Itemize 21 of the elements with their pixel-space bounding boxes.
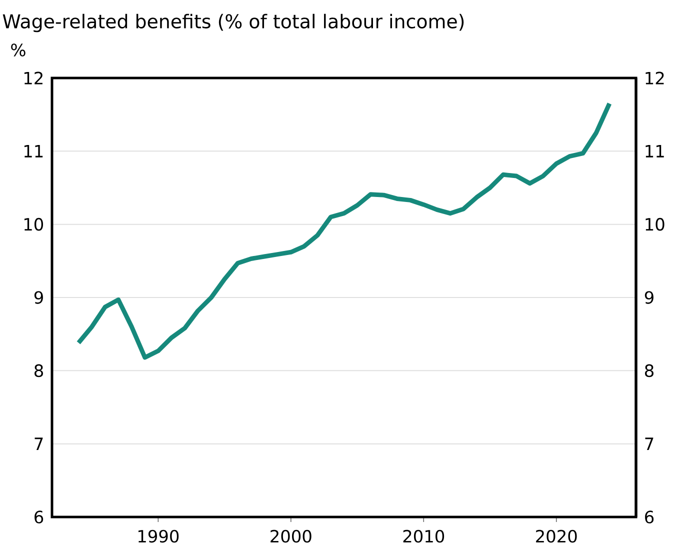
y2-tick-label: 9	[644, 291, 654, 304]
x-tick-label: 2020	[536, 530, 577, 543]
x-tick-label: 2010	[403, 530, 444, 543]
y-tick-label: 8	[34, 364, 44, 378]
y2-tick-label: 8	[645, 364, 654, 378]
y-tick-label: 9	[34, 291, 43, 304]
y-tick-label: 6	[34, 510, 44, 524]
y-axis-title: %	[11, 44, 26, 56]
chart-title: Wage-related benefits (% of total labour income)	[2, 14, 464, 32]
y2-tick-label: 10	[646, 218, 664, 231]
x-tick-label: 2000	[270, 530, 312, 543]
y2-tick-label: 12	[646, 72, 664, 84]
y2-tick-label: 7	[645, 438, 654, 450]
y-tick-label: 12	[24, 72, 42, 84]
y2-tick-label: 6	[645, 510, 654, 524]
x-tick-label: 1990	[138, 530, 179, 543]
y-tick-label: 11	[24, 144, 43, 158]
y-tick-label: 10	[24, 218, 44, 231]
line-series	[76, 101, 612, 360]
y-tick-label: 7	[34, 438, 43, 450]
y2-tick-label: 11	[646, 144, 664, 158]
